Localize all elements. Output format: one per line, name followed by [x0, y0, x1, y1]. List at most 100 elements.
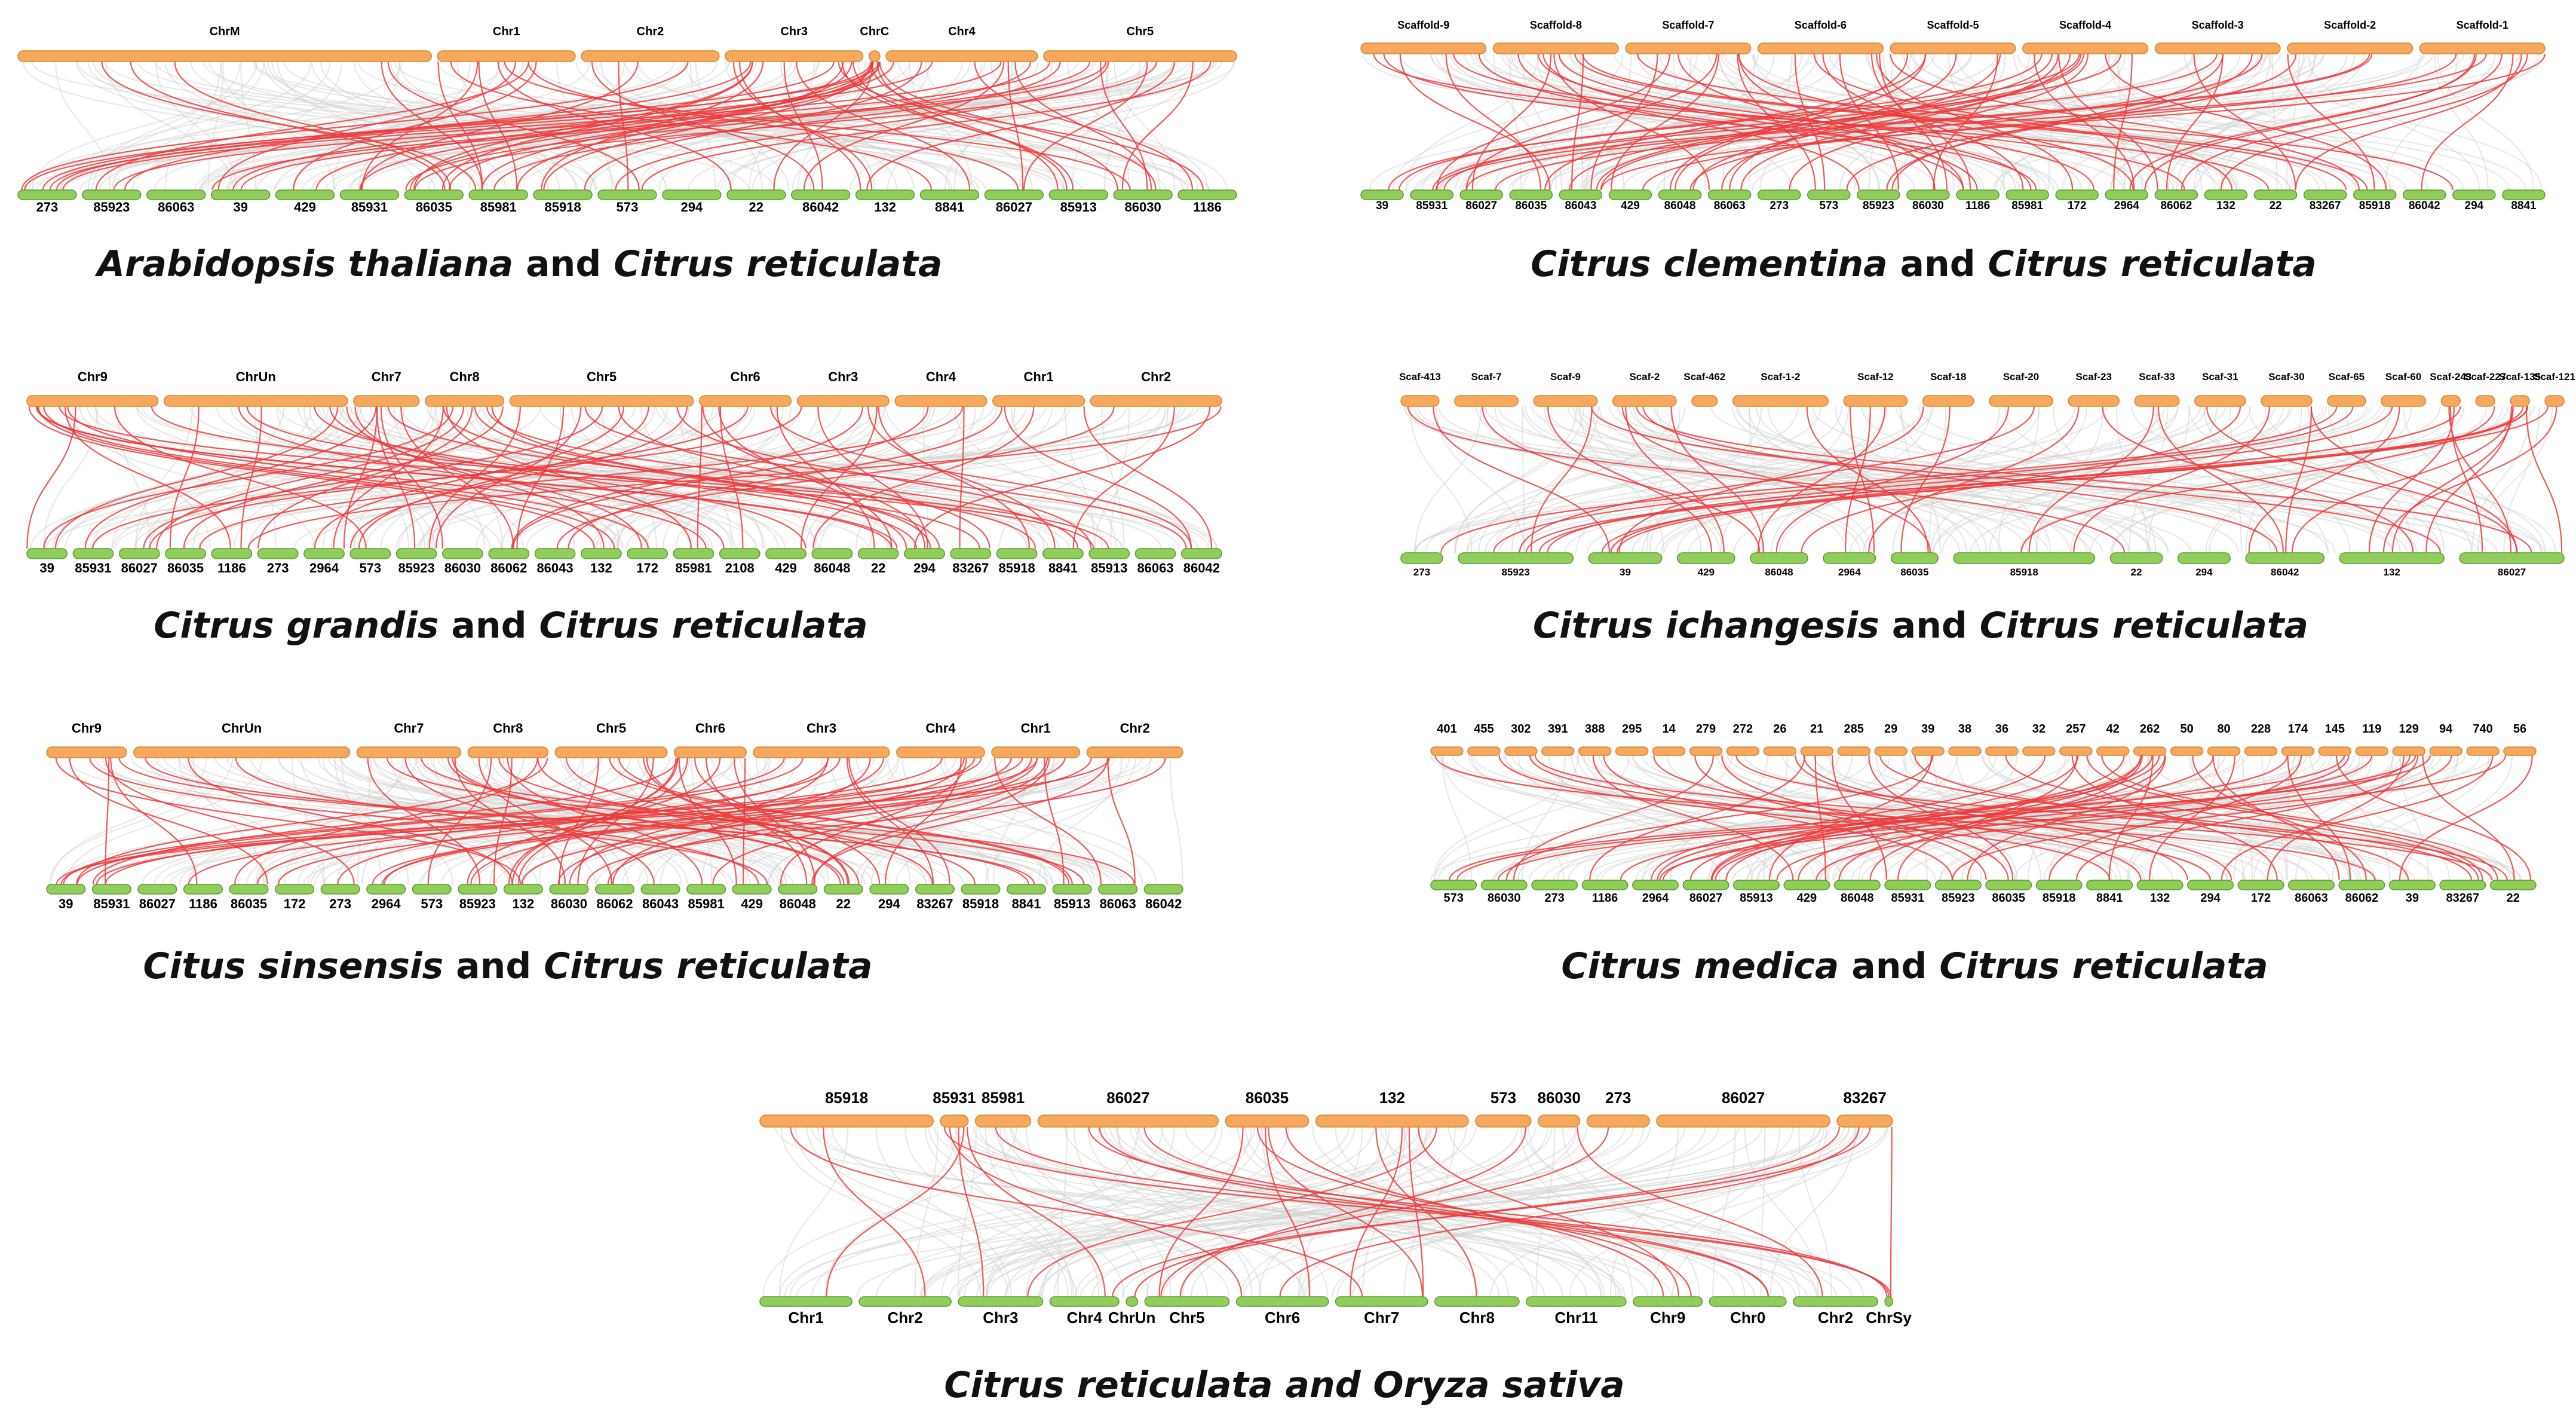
bottom-chromosome-86062 [2154, 189, 2198, 200]
collinear-gene-link [2422, 755, 2515, 881]
bottom-chromosome-86063 [2287, 880, 2335, 890]
bottom-chromosome-label: 85923 [93, 200, 130, 215]
collinear-gene-link [28, 406, 596, 549]
collinear-gene-link [1891, 53, 2224, 191]
bottom-chromosome-85923 [395, 548, 437, 559]
bottom-chromosome-85931 [91, 884, 131, 895]
background-synteny-link [2191, 755, 2245, 881]
panel-oryza: 85918 85931 85981 86027 86035 132 573 86030 273 8… [759, 1089, 1912, 1406]
collinear-gene-link [1663, 755, 2373, 881]
bottom-chromosome-273 [1531, 880, 1578, 890]
top-chromosome-chr6 [698, 395, 792, 407]
collinear-gene-link [346, 406, 642, 549]
bottom-chromosome-chr5 [1144, 1296, 1230, 1307]
bottom-chromosome-294 [2452, 189, 2496, 200]
bottom-chromosome-label: 1186 [1592, 892, 1618, 905]
bottom-chromosome-label: 273 [36, 200, 59, 215]
background-synteny-link [1494, 53, 1698, 191]
collinear-gene-link [1868, 406, 2080, 553]
bottom-chromosome-22 [2253, 189, 2298, 200]
bottom-chromosome-294 [662, 189, 722, 200]
background-synteny-link [1138, 1126, 1587, 1297]
top-chromosome-chr6 [673, 746, 747, 758]
top-chromosome-label: 740 [2473, 722, 2492, 736]
bottom-chromosome-label: 86042 [1145, 896, 1182, 911]
top-chromosome-label: Scaffold-5 [1927, 19, 1979, 31]
background-synteny-link [1303, 1126, 1888, 1297]
background-synteny-link [220, 61, 335, 191]
bottom-chromosome-429 [765, 548, 806, 559]
background-synteny-link [1437, 755, 1871, 881]
bottom-chromosome-label: 86048 [814, 561, 850, 575]
top-chromosome-85981 [974, 1114, 1032, 1128]
top-chromosome-chr1 [991, 746, 1081, 758]
bottom-chromosome-label: 86042 [2271, 566, 2299, 578]
collinear-gene-link [2285, 406, 2313, 553]
bottom-chromosome-label: 85923 [1863, 200, 1894, 212]
bottom-chromosome-label: 85918 [2043, 892, 2076, 905]
background-synteny-link [1781, 755, 2330, 881]
bottom-chromosome-label: 85923 [1501, 566, 1529, 578]
top-chromosome-label: Scaf-30 [2268, 371, 2304, 382]
background-synteny-link [1117, 1126, 1253, 1297]
background-synteny-link [82, 406, 720, 549]
top-chromosome-label: 80 [2217, 722, 2230, 736]
bottom-chromosome-172 [2237, 880, 2284, 890]
bottom-chromosome-chrun [1126, 1296, 1139, 1307]
collinear-gene-link [1574, 53, 2347, 191]
bottom-chromosome-label: 294 [913, 561, 936, 575]
collinear-gene-link [1625, 406, 1725, 553]
bottom-chromosome-label: 83267 [916, 896, 953, 911]
collinear-gene-link [1569, 53, 2082, 191]
top-chromosome-32 [2022, 746, 2056, 756]
collinear-gene-link [2192, 755, 2367, 881]
bottom-chromosome-label: 85918 [962, 896, 999, 911]
top-chromosome-label: Chr5 [587, 369, 617, 384]
bottom-chromosome-86030 [1113, 189, 1173, 200]
collinear-gene-link [105, 757, 355, 885]
bottom-chromosome-85931 [72, 548, 114, 559]
collinear-gene-link [1007, 61, 1024, 191]
bottom-chromosome-86030 [442, 548, 483, 559]
collinear-gene-link [641, 61, 1212, 191]
collinear-gene-link [732, 61, 873, 191]
background-synteny-link [284, 757, 404, 885]
collinear-gene-link [2028, 406, 2154, 553]
bottom-chromosome-132 [2339, 552, 2445, 564]
background-synteny-link [1956, 53, 2216, 191]
collinear-gene-link [949, 1126, 1243, 1297]
top-chromosome-chr5 [1043, 50, 1237, 62]
collinear-gene-link [1814, 755, 1826, 881]
bottom-chromosome-label: 86027 [1465, 200, 1497, 212]
top-chromosome-scaffold-8 [1492, 42, 1619, 54]
bottom-chromosome-label: 1186 [1193, 200, 1222, 215]
background-synteny-link [2203, 406, 2351, 553]
caption-species-2: Citrus reticulata [1939, 945, 2268, 987]
collinear-gene-link [812, 406, 1035, 549]
top-chromosome-label: 14 [1662, 722, 1676, 736]
bottom-chromosome-83267 [915, 884, 955, 895]
collinear-gene-link [769, 406, 1192, 549]
bottom-chromosome-label: 86048 [780, 896, 816, 911]
top-chromosome-label: Chr6 [695, 721, 725, 736]
top-chromosome-chrm [17, 50, 433, 62]
bottom-chromosome-label: 85931 [1891, 892, 1925, 905]
top-chromosome-label: 86027 [1106, 1089, 1149, 1107]
background-synteny-link [339, 406, 736, 549]
caption-conjunction: and [439, 605, 539, 647]
collinear-gene-link [776, 406, 875, 549]
collinear-gene-link [1838, 755, 2166, 881]
bottom-chromosome-573 [1430, 880, 1477, 890]
bottom-chromosome-1186 [1956, 189, 2000, 200]
background-synteny-link [1489, 1126, 1825, 1297]
collinear-gene-link [427, 757, 492, 885]
background-synteny-link [941, 1126, 1163, 1297]
background-synteny-link [2129, 406, 2169, 553]
collinear-gene-link [1651, 755, 2046, 881]
background-synteny-link [1767, 406, 1988, 553]
bottom-chromosome-label: 86027 [139, 896, 176, 911]
bottom-chromosome-273 [17, 189, 77, 200]
bottom-chromosome-label: 22 [749, 200, 763, 215]
background-synteny-link [2503, 406, 2540, 553]
bottom-chromosome-172 [627, 548, 668, 559]
